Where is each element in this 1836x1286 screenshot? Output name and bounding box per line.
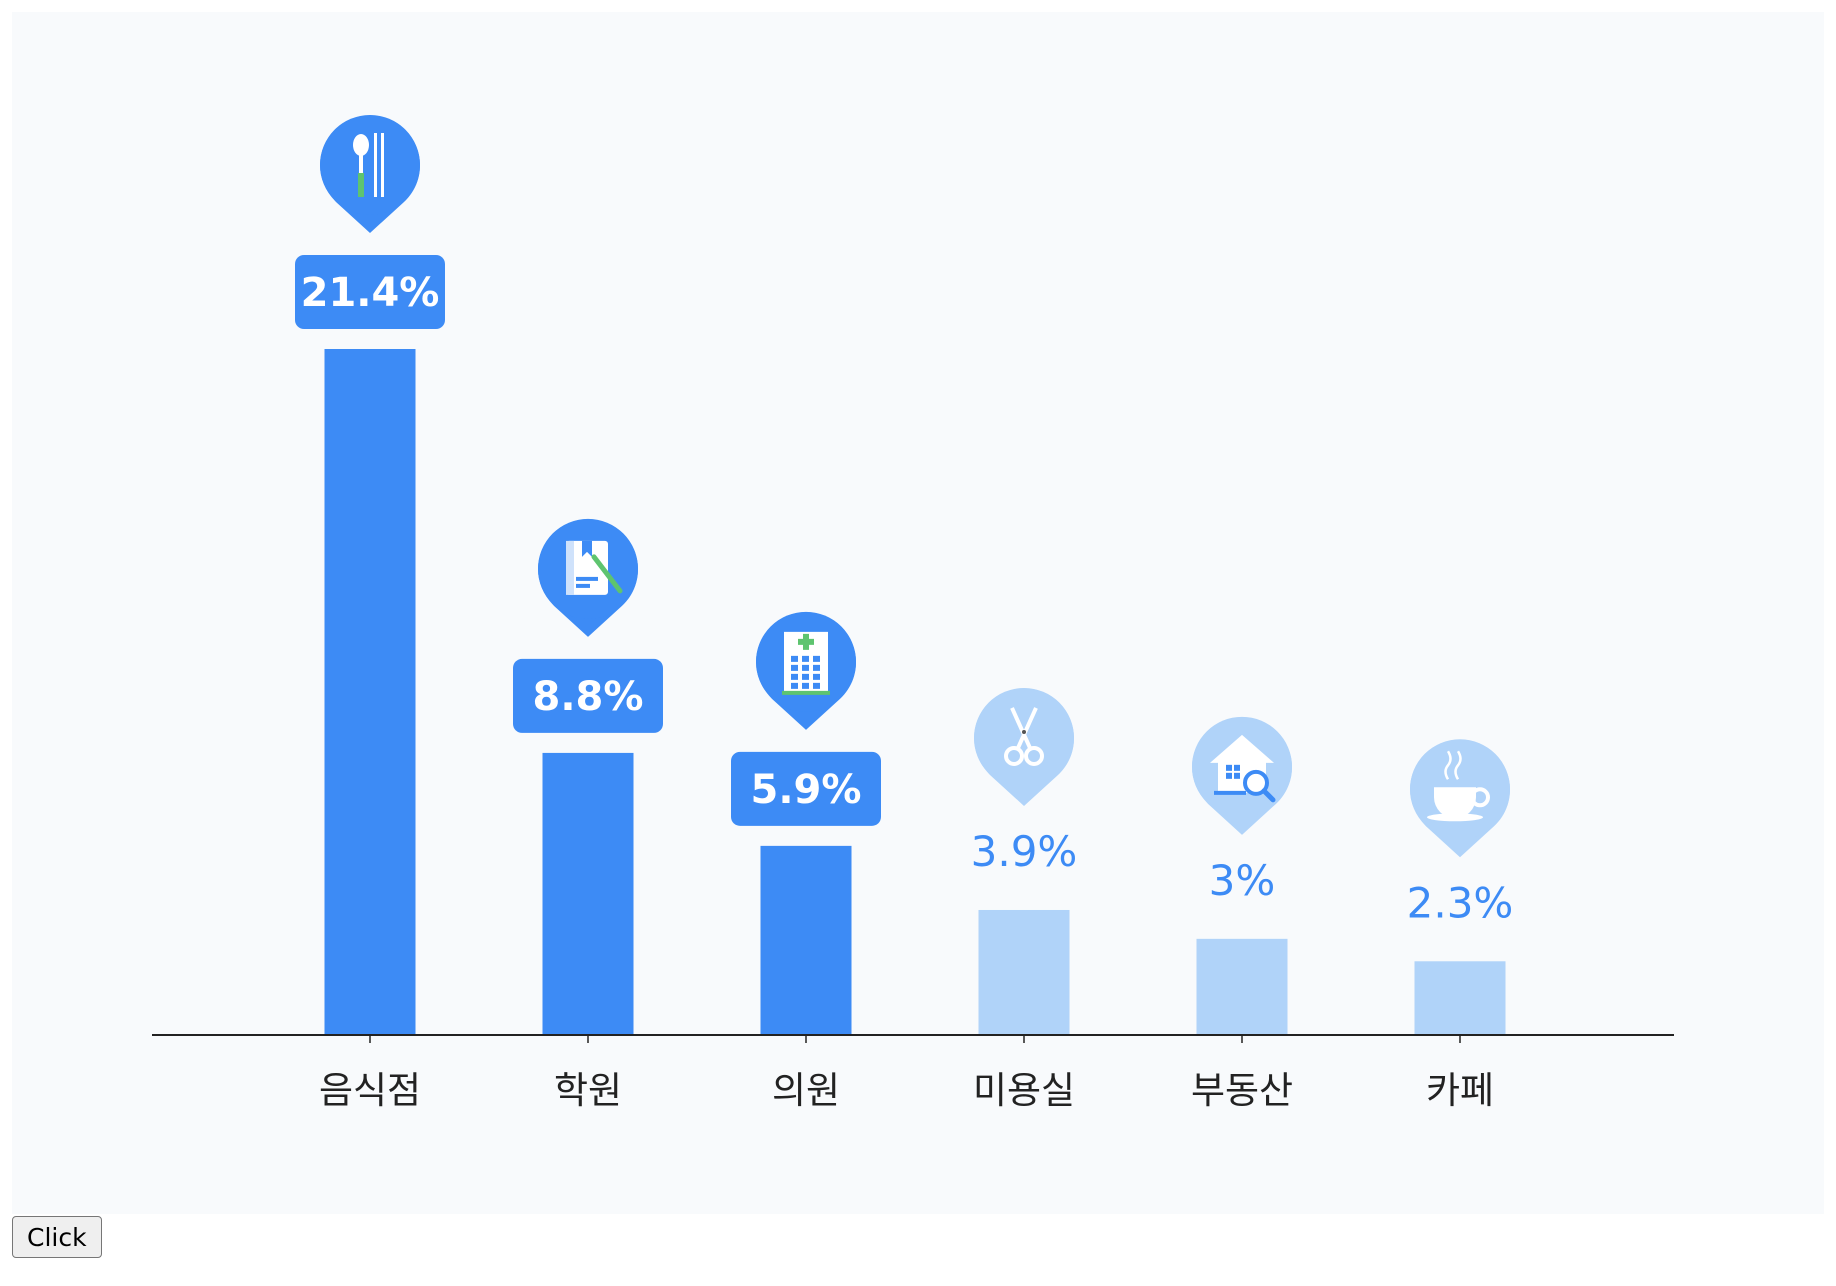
value-label: 3% bbox=[1209, 856, 1276, 905]
category-marker bbox=[1410, 739, 1510, 858]
bar bbox=[760, 845, 852, 1035]
category-marker bbox=[974, 687, 1074, 806]
click-button[interactable]: Click bbox=[12, 1216, 102, 1258]
category-label: 카페 bbox=[1426, 1069, 1494, 1112]
category-label: 부동산 bbox=[1191, 1069, 1293, 1112]
bar-chart: 21.4% 음식점 8.8% 학원 5.9% 의원 3.9% 미용실 3% 부동산 2.3% 카페 bbox=[152, 115, 1674, 1112]
value-badge: 5.9% bbox=[731, 751, 881, 826]
value-label: 3.9% bbox=[971, 827, 1078, 876]
value-label: 5.9% bbox=[751, 767, 862, 813]
academy-icon bbox=[566, 540, 623, 595]
category-label: 미용실 bbox=[973, 1069, 1075, 1112]
clinic-icon bbox=[782, 631, 830, 695]
value-label: 21.4% bbox=[301, 270, 440, 316]
category-label: 음식점 bbox=[319, 1069, 421, 1112]
value-badge: 8.8% bbox=[513, 658, 663, 733]
real-estate-icon bbox=[1210, 734, 1276, 803]
category-marker bbox=[320, 115, 420, 233]
category-marker bbox=[1192, 716, 1292, 835]
bar bbox=[1414, 961, 1506, 1035]
cafe-icon bbox=[1427, 750, 1490, 822]
category-label: 학원 bbox=[554, 1069, 622, 1112]
category-label: 의원 bbox=[772, 1069, 840, 1112]
value-badge: 21.4% bbox=[295, 255, 445, 329]
value-label: 8.8% bbox=[533, 674, 644, 720]
bar bbox=[542, 752, 634, 1035]
bar bbox=[1196, 938, 1288, 1035]
restaurant-icon bbox=[353, 133, 384, 197]
category-marker bbox=[756, 611, 856, 730]
bar bbox=[324, 349, 416, 1035]
category-marker bbox=[538, 518, 638, 637]
chart-panel: 21.4% 음식점 8.8% 학원 5.9% 의원 3.9% 미용실 3% 부동산 2.3% 카페 bbox=[12, 12, 1824, 1214]
value-label: 2.3% bbox=[1407, 878, 1514, 927]
hair-salon-icon bbox=[1004, 707, 1044, 766]
bar bbox=[978, 909, 1070, 1035]
